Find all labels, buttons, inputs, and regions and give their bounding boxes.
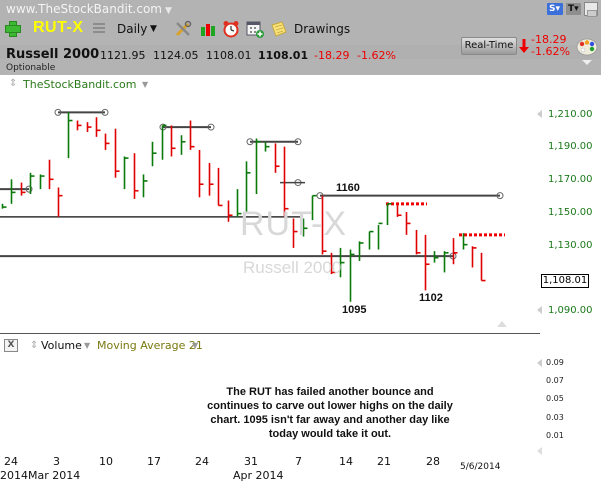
color-palette-icon[interactable]: [576, 38, 598, 56]
chevron-down-icon[interactable]: ▼: [142, 80, 149, 89]
alarm-clock-icon[interactable]: [222, 20, 240, 38]
x-axis-tick: 28: [426, 455, 440, 468]
study-legend: ⇕ TheStockBandit.com ▼: [0, 75, 601, 95]
chevron-down-icon[interactable]: ▼: [150, 24, 157, 34]
list-icon[interactable]: [93, 23, 105, 35]
chevron-down-icon: ▼: [164, 6, 172, 16]
add-symbol-icon[interactable]: [5, 21, 21, 37]
text-button[interactable]: T▾: [566, 3, 581, 15]
low-value: 1108.01: [206, 49, 252, 62]
high-value: 1124.05: [153, 49, 199, 62]
share-button[interactable]: S▾: [547, 3, 563, 15]
x-axis-month: Mar 2014: [28, 469, 81, 482]
panel-divider[interactable]: [0, 333, 540, 334]
down-arrow-icon: [519, 39, 529, 53]
y-axis-label: 1,090.00: [548, 305, 593, 316]
annotation-1160: 1160: [336, 182, 360, 194]
x-axis-tick: 24: [4, 455, 18, 468]
x-axis-tick: 31: [244, 455, 258, 468]
y-axis-label: 1,210.00: [548, 109, 593, 120]
real-time-button[interactable]: Real-Time: [461, 37, 517, 55]
change-pct-value: -1.62%: [357, 49, 396, 62]
watermark-name: Russell 2000: [243, 258, 342, 277]
chevron-down-icon[interactable]: [582, 60, 592, 65]
study-label[interactable]: TheStockBandit.com: [23, 78, 137, 91]
x-axis-tick: 21: [377, 455, 391, 468]
move-handle-icon[interactable]: ⇕: [9, 78, 18, 89]
x-axis-tick: 14: [339, 455, 353, 468]
change-value: -18.29: [314, 49, 350, 62]
volume-axis-label: 0.09: [546, 358, 564, 367]
volume-axis-label: 0.03: [546, 413, 564, 422]
volume-axis-label: 0.01: [546, 431, 564, 440]
last-value: 1108.01: [258, 49, 309, 62]
current-date-label: 5/6/2014: [460, 462, 501, 472]
notes-icon[interactable]: [270, 20, 288, 38]
optionable-label: Optionable: [6, 63, 56, 73]
top-toolbar: www.TheStockBandit.com ▼ RUT-X Daily ▼: [0, 0, 601, 75]
chevron-down-icon[interactable]: ▼: [192, 341, 199, 350]
drawings-menu[interactable]: Drawings: [294, 22, 351, 36]
calendar-add-icon[interactable]: [246, 20, 264, 38]
annotation-1102: 1102: [419, 292, 443, 304]
open-value: 1121.95: [100, 49, 146, 62]
chart-type-icon[interactable]: [199, 20, 217, 38]
realtime-change: -18.29 -1.62%: [531, 33, 570, 58]
tool-row: RUT-X Daily ▼: [0, 18, 601, 42]
period-select[interactable]: Daily: [117, 22, 148, 36]
moving-average-label[interactable]: Moving Average 21: [97, 339, 203, 352]
annotation-1095: 1095: [342, 304, 367, 316]
close-panel-button[interactable]: X: [4, 339, 18, 352]
instrument-name: Russell 2000: [6, 47, 100, 62]
volume-axis-label: 0.05: [546, 394, 564, 403]
x-axis-tick: 3: [53, 455, 60, 468]
last-price-marker: 1,108.01: [541, 274, 589, 288]
site-url-menu[interactable]: www.TheStockBandit.com ▼: [6, 2, 172, 16]
x-axis-tick: 10: [99, 455, 113, 468]
y-axis-label: 1,150.00: [548, 207, 593, 218]
x-axis-tick: 17: [147, 455, 161, 468]
x-axis-month: 2014: [0, 469, 28, 482]
x-axis-tick: 24: [195, 455, 209, 468]
y-axis-label: 1,190.00: [548, 141, 593, 152]
y-axis-label: 1,130.00: [548, 240, 593, 251]
symbol-label[interactable]: RUT-X: [33, 19, 84, 36]
x-axis-month: Apr 2014: [233, 469, 284, 482]
chevron-down-icon[interactable]: ▼: [84, 341, 91, 350]
commentary-text: The RUT has failed another bounce and co…: [207, 386, 453, 440]
move-handle-icon[interactable]: ⇕: [30, 340, 39, 351]
quote-row: Russell 2000 1121.95 1124.05 1108.01 110…: [0, 45, 601, 75]
x-axis-tick: 7: [295, 455, 302, 468]
y-axis-label: 1,170.00: [548, 174, 593, 185]
watermark-symbol: RUT-X: [240, 205, 347, 243]
settings-tools-icon[interactable]: [174, 20, 192, 38]
volume-study-label[interactable]: Volume: [41, 339, 82, 352]
save-icon[interactable]: [584, 2, 598, 17]
volume-axis-label: 0.07: [546, 376, 564, 385]
